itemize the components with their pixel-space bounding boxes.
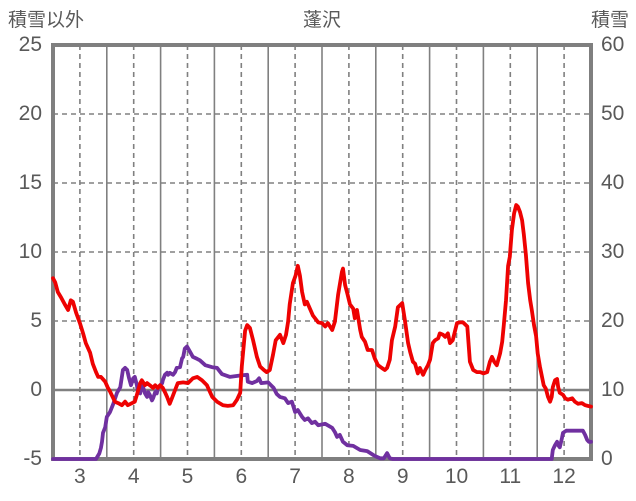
- left-tick-label: 15: [18, 171, 42, 194]
- right-tick-label: 30: [601, 240, 625, 263]
- x-tick-label: 8: [343, 465, 355, 488]
- x-tick-label: 6: [235, 465, 248, 488]
- x-tick-label: 4: [127, 465, 140, 488]
- left-tick-label: 20: [18, 102, 42, 125]
- left-tick-label: 10: [18, 240, 42, 263]
- x-tick-label: 7: [289, 465, 301, 488]
- right-tick-label: 20: [601, 309, 625, 332]
- left-tick-label: 25: [18, 33, 42, 56]
- series-line-snow: [51, 344, 593, 461]
- x-tick-label: 11: [499, 465, 522, 488]
- left-tick-label: -5: [23, 447, 42, 470]
- right-tick-label: 50: [601, 102, 625, 125]
- series-line-other: [51, 203, 593, 409]
- x-tick-label: 5: [181, 465, 194, 488]
- plot-border: [51, 43, 593, 461]
- right-tick-label: 60: [601, 33, 625, 56]
- x-tick-label: 12: [552, 465, 576, 488]
- x-tick-label: 10: [444, 465, 469, 488]
- left-tick-label: 5: [30, 309, 42, 332]
- chart-title: 蓬沢: [302, 10, 341, 31]
- x-tick-label: 9: [396, 465, 409, 488]
- left-tick-label: 0: [30, 378, 42, 401]
- left-axis-title: 積雪以外: [8, 10, 85, 31]
- right-axis-title: 積雪: [590, 10, 629, 31]
- right-tick-label: 10: [601, 378, 625, 401]
- right-tick-label: 0: [601, 447, 613, 470]
- x-tick-label: 3: [74, 465, 86, 488]
- right-tick-label: 40: [601, 171, 625, 194]
